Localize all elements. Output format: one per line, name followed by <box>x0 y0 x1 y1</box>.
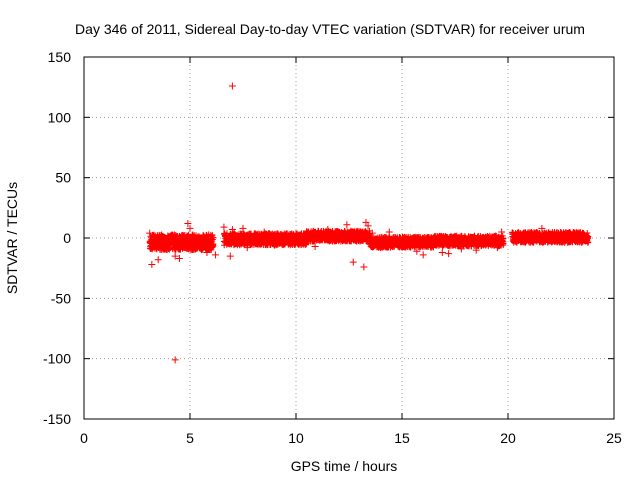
data-point-outlier <box>343 221 351 229</box>
data-point-outlier <box>472 246 480 254</box>
x-axis-label: GPS time / hours <box>291 458 398 474</box>
data-point <box>585 239 592 246</box>
data-point-outlier <box>498 228 506 236</box>
data-point-outlier <box>171 356 179 364</box>
data-point-outlier <box>538 224 546 232</box>
data-point-outlier <box>438 248 446 256</box>
data-point-outlier <box>368 229 376 237</box>
y-tick-label: -100 <box>43 351 71 367</box>
y-tick-label: 50 <box>55 170 71 186</box>
data-point-outlier <box>154 256 162 264</box>
data-point-outlier <box>377 244 385 252</box>
data-point-outlier <box>362 218 370 226</box>
data-point-outlier <box>228 82 236 90</box>
data-point <box>210 234 217 241</box>
data-point-outlier <box>171 252 179 260</box>
chart-title: Day 346 of 2011, Sidereal Day-to-day VTE… <box>75 21 585 37</box>
data-point-outlier <box>203 248 211 256</box>
data-point-outlier <box>211 251 219 259</box>
data-point-outlier <box>186 224 194 232</box>
data-point-outlier <box>445 250 453 258</box>
data-point-outlier <box>260 228 268 236</box>
data-point <box>585 233 592 240</box>
data-point-outlier <box>220 223 228 231</box>
data-point-outlier <box>228 226 236 234</box>
tick-labels: -150 -100 -50 0 50 100 150 0 5 10 15 20 25 <box>43 49 622 446</box>
data-point-outlier <box>493 244 501 252</box>
data-point-outlier <box>413 247 421 255</box>
data-point <box>210 243 217 250</box>
x-tick-label: 15 <box>394 430 410 446</box>
x-tick-label: 20 <box>500 430 516 446</box>
x-tick-label: 10 <box>288 430 304 446</box>
data-point-outlier <box>271 241 279 249</box>
y-tick-label: 100 <box>48 109 72 125</box>
data-point-outlier <box>385 228 393 236</box>
x-tick-label: 25 <box>606 430 622 446</box>
data-point-outlier <box>175 255 183 263</box>
y-tick-label: -150 <box>43 411 71 427</box>
data-point-outlier <box>419 251 427 259</box>
data-point-outlier <box>146 229 154 237</box>
data-point-outlier <box>360 263 368 271</box>
data-point-outlier <box>239 224 247 232</box>
y-tick-label: -50 <box>51 290 71 306</box>
data-point-outlier <box>150 240 158 248</box>
y-tick-label: 150 <box>48 49 72 65</box>
data-point-outlier <box>349 258 357 266</box>
data-point-outlier <box>226 252 234 260</box>
data-point-outlier <box>457 245 465 253</box>
data-point-outlier <box>311 242 319 250</box>
data-point <box>500 240 507 247</box>
data-point-outlier <box>364 222 372 230</box>
data-point-outlier <box>324 226 332 234</box>
data-point-outlier <box>184 220 192 228</box>
x-tick-label: 0 <box>80 430 88 446</box>
axis-ticks <box>83 56 615 420</box>
x-tick-label: 5 <box>186 430 194 446</box>
data-points <box>146 82 592 364</box>
data-point-outlier <box>568 236 576 244</box>
y-tick-label: 0 <box>63 230 71 246</box>
data-point-outlier <box>243 244 251 252</box>
data-point-outlier <box>551 229 559 237</box>
data-point-outlier <box>148 261 156 269</box>
y-axis-label: SDTVAR / TECUs <box>4 182 20 294</box>
